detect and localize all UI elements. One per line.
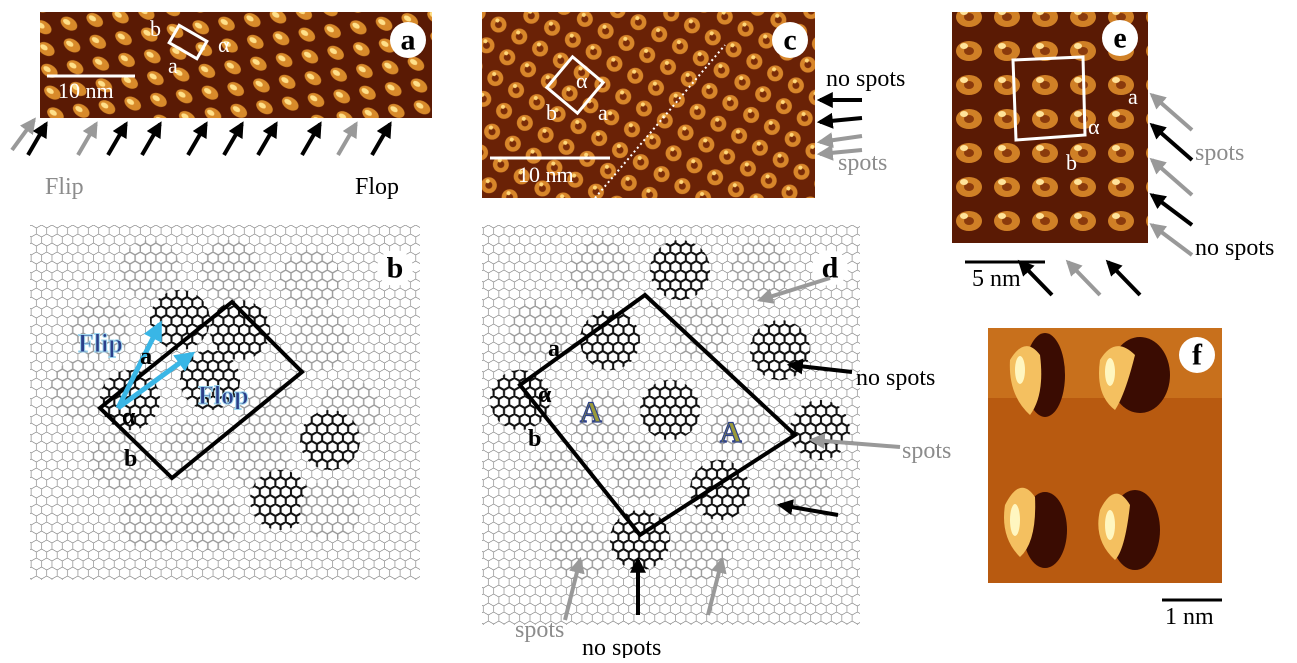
cell-b: b (528, 426, 541, 452)
arrow (1152, 195, 1192, 225)
cell-a: a (598, 100, 608, 125)
arrow (224, 124, 242, 155)
cell-angle: α (1088, 114, 1100, 139)
molecule (120, 490, 180, 550)
arrow (78, 124, 96, 155)
arrow (820, 118, 862, 122)
cell-angle: α (122, 404, 136, 430)
flop-label: Flop (355, 174, 399, 200)
cell-angle: α (218, 32, 230, 57)
molecule (790, 400, 850, 460)
cell-a: a (1128, 84, 1138, 109)
spots-label: spots (902, 438, 951, 464)
molecule (610, 440, 670, 500)
panel-e: a α b e spots no spots 5 nm (952, 12, 1274, 292)
panel-a: 10 nm b a α a Flip Flop (40, 12, 432, 200)
arrow (1068, 262, 1100, 295)
panel-label: b (387, 252, 404, 285)
arrow (142, 124, 160, 155)
molecule (750, 320, 810, 380)
arrow (372, 124, 390, 155)
cell-angle: α (576, 68, 588, 93)
molecule (180, 490, 240, 550)
cell-b: b (546, 100, 557, 125)
flop-label: Flop (198, 381, 249, 410)
spots-label: spots (1195, 140, 1244, 166)
spots-label: spots (515, 617, 564, 643)
cell-angle: α (538, 382, 552, 408)
no-spots-label: no spots (856, 365, 935, 391)
panel-label: c (783, 24, 796, 57)
arrow (108, 124, 126, 155)
cell-b: b (150, 16, 161, 41)
molecule (650, 240, 710, 300)
panel-label: f (1192, 339, 1203, 372)
panel-d: a α b A A d no spots spots spots no spot… (482, 225, 951, 658)
scale-label: 10 nm (58, 78, 114, 103)
arrow (1152, 160, 1192, 195)
arrow (302, 124, 320, 155)
flip-label: Flip (45, 174, 84, 200)
arrow (1108, 262, 1140, 295)
molecule (570, 240, 630, 300)
flip-label: Flip (78, 329, 123, 358)
no-spots-label: no spots (826, 66, 905, 92)
panel-f: f 1 nm (988, 328, 1222, 630)
molecule (300, 410, 360, 470)
figure: 10 nm b a α a Flip Flop Flip Flop a α b … (0, 0, 1297, 658)
molecule (250, 470, 310, 530)
domain-label: A (580, 396, 602, 429)
arrow (1020, 262, 1052, 295)
molecule (280, 250, 340, 310)
molecule (510, 300, 570, 360)
arrow (1152, 125, 1192, 160)
arrow (1152, 225, 1192, 255)
molecule (290, 310, 350, 370)
molecule (300, 480, 360, 540)
molecule (240, 380, 300, 440)
arrow (1152, 95, 1192, 130)
arrow (188, 124, 206, 155)
arrow (820, 136, 862, 142)
arrow (258, 124, 276, 155)
molecule (670, 300, 730, 360)
molecule (730, 240, 790, 300)
spots-label: spots (838, 150, 887, 176)
cell-a: a (140, 344, 152, 370)
molecule (120, 240, 180, 300)
arrow (338, 124, 356, 155)
domain-label: A (720, 416, 742, 449)
scale-label: 5 nm (972, 266, 1021, 292)
molecule (160, 420, 220, 480)
molecule (640, 380, 700, 440)
cell-a: a (548, 336, 560, 362)
panel-label: e (1113, 22, 1126, 55)
molecule (550, 520, 610, 580)
molecule (200, 240, 260, 300)
scale-label: 1 nm (1165, 604, 1214, 630)
panel-label: a (401, 24, 416, 57)
panel-c: b a α 10 nm c no spots spots (482, 12, 905, 198)
cell-b: b (124, 446, 137, 472)
no-spots-label: no spots (582, 635, 661, 658)
cell-b: b (1066, 150, 1077, 175)
molecule (150, 290, 210, 350)
molecule (90, 430, 150, 490)
arrow (12, 120, 34, 150)
panel-b: Flip Flop a α b b (30, 225, 420, 580)
arrow (28, 124, 46, 155)
scale-label: 10 nm (518, 162, 574, 187)
cell-a: a (168, 53, 178, 78)
no-spots-label: no spots (1195, 235, 1274, 261)
